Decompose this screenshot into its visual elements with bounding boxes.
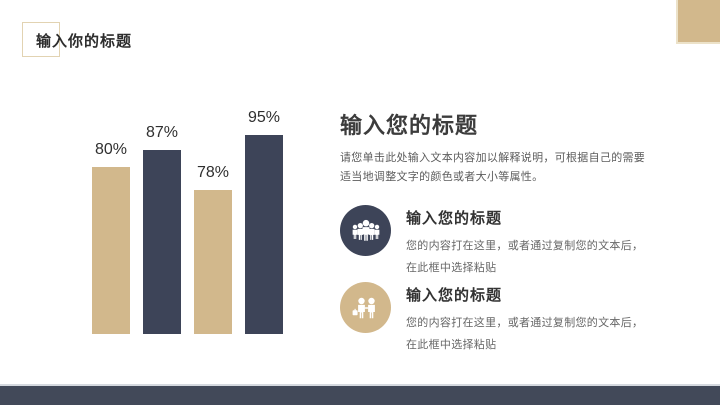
- feature-item-1: 输入您的标题 您的内容打在这里，或者通过复制您的文本后， 在此框中选择粘贴: [340, 205, 643, 279]
- feature-body-line: 您的内容打在这里，或者通过复制您的文本后，: [406, 317, 644, 329]
- feature-text-2: 输入您的标题 您的内容打在这里，或者通过复制您的文本后， 在此框中选择粘贴: [406, 282, 643, 356]
- feature-body-line: 在此框中选择粘贴: [406, 262, 497, 274]
- bar: [194, 190, 232, 334]
- bar: [92, 167, 130, 334]
- bar-column-4: 95%: [245, 109, 283, 334]
- footer-bar: [0, 384, 720, 405]
- bar-value-label: 80%: [94, 141, 128, 158]
- corner-accent-rect: [676, 0, 720, 44]
- partnership-icon: [340, 282, 391, 333]
- bar: [245, 135, 283, 334]
- content-paragraph: 请您单击此处输入文本内容加以解释说明，可根据自己的需要适当地调整文字的颜色或者大…: [340, 152, 646, 183]
- feature-text-1: 输入您的标题 您的内容打在这里，或者通过复制您的文本后， 在此框中选择粘贴: [406, 205, 643, 279]
- bar-value-label: 78%: [196, 164, 230, 181]
- bar-column-1: 80%: [92, 141, 130, 334]
- feature-body-line: 在此框中选择粘贴: [406, 339, 497, 351]
- bar-column-3: 78%: [194, 164, 232, 334]
- team-group-icon: [340, 205, 391, 256]
- bar: [143, 150, 181, 334]
- content-heading: 输入您的标题: [340, 113, 479, 138]
- bar-column-2: 87%: [143, 124, 181, 334]
- feature-heading: 输入您的标题: [406, 287, 503, 304]
- title-accent-box: [22, 22, 60, 57]
- feature-body-line: 您的内容打在这里，或者通过复制您的文本后，: [406, 240, 644, 252]
- feature-item-2: 输入您的标题 您的内容打在这里，或者通过复制您的文本后， 在此框中选择粘贴: [340, 282, 643, 356]
- bar-value-label: 95%: [247, 109, 281, 126]
- slide-title: 输入你的标题: [36, 33, 133, 50]
- bar-chart: 80% 87% 78% 95%: [92, 109, 283, 334]
- bar-value-label: 87%: [145, 124, 179, 141]
- feature-heading: 输入您的标题: [406, 210, 503, 227]
